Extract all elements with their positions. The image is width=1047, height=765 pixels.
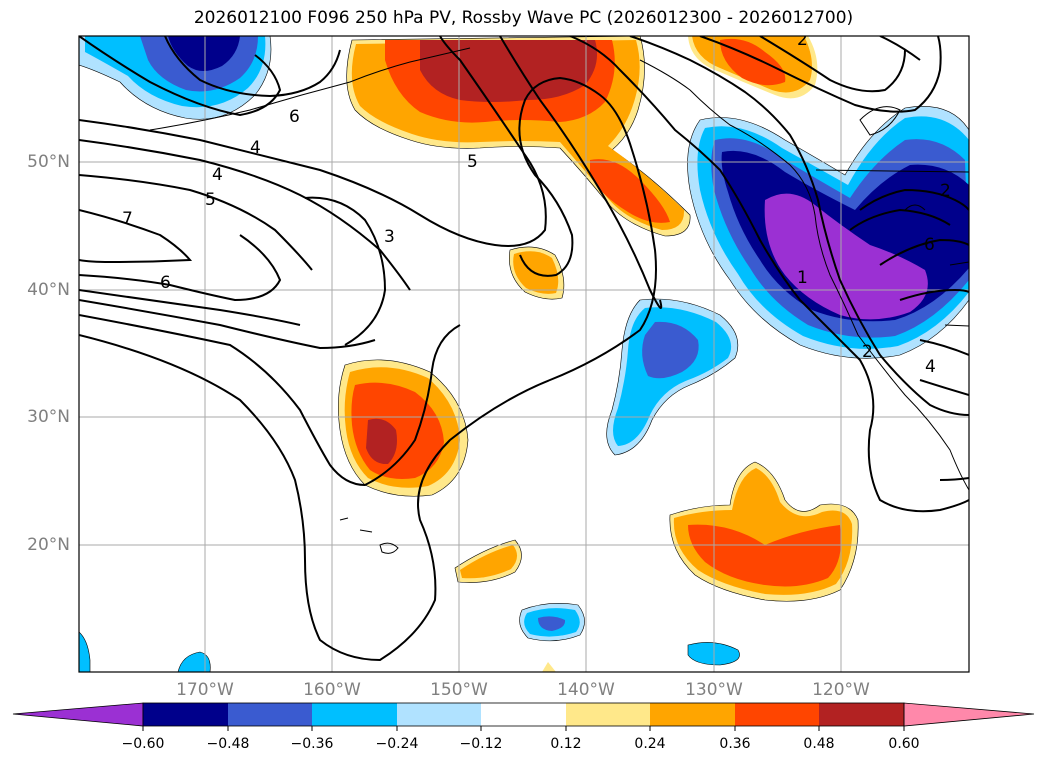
contour-label: 4 — [925, 357, 936, 377]
gridlines — [79, 36, 969, 672]
lon-label-160w: 160°W — [303, 680, 361, 700]
colorbar-tick: 0.36 — [719, 736, 751, 752]
map-plot-area: 6 4 4 5 7 6 3 5 1 2 2 4 6 2 — [79, 30, 969, 672]
negative-anomaly-small — [79, 603, 740, 672]
colorbar-tick: 0.12 — [550, 736, 582, 752]
contour-label: 4 — [212, 165, 223, 185]
negative-anomaly-mid-pacific — [606, 298, 739, 456]
contour-labels: 6 4 4 5 7 6 3 5 1 2 2 4 6 2 — [122, 30, 951, 377]
pv-contours — [79, 36, 969, 662]
coastlines — [149, 47, 969, 554]
colorbar-tick: −0.12 — [459, 736, 503, 752]
lon-label-130w: 130°W — [685, 680, 743, 700]
map-frame — [78, 35, 970, 673]
lat-label-40n: 40°N — [27, 280, 70, 300]
contour-label: 2 — [797, 30, 808, 50]
colorbar-tick: 0.60 — [888, 736, 920, 752]
contour-label: 6 — [924, 235, 935, 255]
lon-label-150w: 150°W — [430, 680, 488, 700]
positive-anomaly-small — [454, 539, 556, 672]
contour-label: 4 — [250, 138, 261, 158]
positive-anomaly-gulf-of-alaska — [346, 36, 691, 237]
lon-label-140w: 140°W — [557, 680, 615, 700]
map-title: 2026012100 F096 250 hPa PV, Rossby Wave … — [193, 8, 854, 28]
positive-anomaly-subtropical-east — [669, 461, 859, 602]
negative-anomaly-west-coast — [687, 106, 969, 359]
colorbar-tick: 0.48 — [803, 736, 835, 752]
contour-label: 6 — [160, 273, 171, 293]
lat-label-20n: 20°N — [27, 535, 70, 555]
contour-label: 5 — [205, 190, 216, 210]
contour-label: 3 — [384, 227, 395, 247]
contour-label: 2 — [862, 342, 873, 362]
negative-anomaly-top-left — [79, 36, 272, 120]
lat-label-30n: 30°N — [27, 407, 70, 427]
contour-label: 5 — [467, 152, 478, 172]
colorbar-tick: −0.60 — [121, 736, 165, 752]
contour-label: 7 — [122, 209, 133, 229]
colorbar — [12, 702, 1035, 731]
positive-anomaly-subtropical-west — [338, 359, 469, 497]
colorbar-tick: 0.24 — [634, 736, 666, 752]
colorbar-tick: −0.24 — [375, 736, 419, 752]
colorbar-tick: −0.36 — [290, 736, 334, 752]
lon-label-170w: 170°W — [176, 680, 234, 700]
lon-label-120w: 120°W — [812, 680, 870, 700]
colorbar-tick: −0.48 — [206, 736, 250, 752]
contour-label: 1 — [797, 268, 808, 288]
lat-label-50n: 50°N — [27, 152, 70, 172]
contour-label: 6 — [289, 107, 300, 127]
contour-label: 2 — [940, 181, 951, 201]
